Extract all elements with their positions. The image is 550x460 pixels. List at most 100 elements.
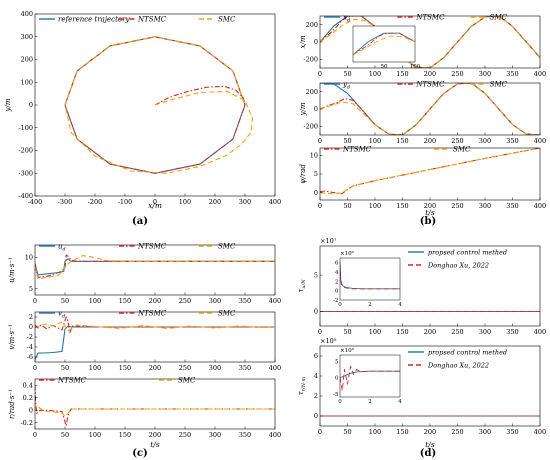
c-r-xtick-label-5: 250: [179, 431, 191, 439]
a-traj-ytick-label-8: 400: [21, 10, 33, 18]
b-x-inset-box: [352, 25, 416, 63]
c-v-series-1: [35, 316, 275, 334]
b-x-xtick-label-0: 0: [318, 70, 322, 78]
d-tr-inset-ytick-label-2: 5: [335, 359, 339, 365]
c-r-series-0: [35, 385, 275, 427]
d-tu-inset-bg: [340, 258, 400, 300]
b-y-xtick-label-5: 250: [451, 137, 463, 145]
c-u-xtick-label-8: 400: [269, 297, 281, 305]
c-v-series-2: [35, 321, 275, 332]
d-tr-inset-ytick-label-1: 0: [335, 376, 339, 382]
c-u-xtick-label-7: 350: [239, 297, 251, 305]
b-x-xtick-label-4: 200: [424, 70, 436, 78]
d-tu-exponent: ×10⁷: [320, 237, 337, 245]
chart-d-tu: 0 50 100 150 200 250 300 350 40005τu/N×10⁷propse…: [297, 237, 546, 336]
b-x-inset-series-0: [353, 32, 415, 56]
a-traj-ytick-label-3: -100: [18, 124, 33, 132]
panel-label-c: (c): [132, 448, 148, 459]
c-u-series-2: [35, 255, 275, 280]
b-y-xtick-label-2: 100: [369, 137, 381, 145]
d-tu-inset-xtick-label-1: 2: [368, 302, 372, 308]
d-tr-xtick-label-8: 400: [534, 428, 546, 436]
c-r-series-1: [35, 404, 275, 418]
d-tu-xtick-label-1: 50: [343, 328, 351, 336]
d-tu-xtick-label-0: 0: [318, 328, 322, 336]
panel-label-a: (a): [132, 216, 148, 227]
d-tu-inset-series-1: [340, 264, 400, 290]
b-x-xtick-label-5: 250: [451, 70, 463, 78]
c-u-ylabel: u/m·s⁻¹: [8, 257, 16, 283]
c-u-xtick-label-4: 200: [149, 297, 161, 305]
chart-b-psi: 0 50 100 150 200 250 300 350 400 0 5 10 t/s ψ/rad NTSM…: [299, 146, 546, 218]
b-psi-xtick-label-3: 150: [396, 202, 408, 210]
d-tu-inset-ytick-label-0: -2: [333, 298, 338, 304]
c-u-xtick-label-2: 100: [89, 297, 101, 305]
d-tr-inset-xtick-label-2: 4: [398, 399, 402, 405]
chart-a-traj: -400 -300 -200 -100 0 100 200 300 400 -400 -300 -20…: [4, 10, 281, 210]
c-r-axes-box: [34, 378, 276, 430]
d-tr-ytick-label-0: 0: [314, 412, 318, 420]
b-psi-xtick-label-1: 50: [343, 202, 351, 210]
a-traj-legend-label-0: reference trajectory: [58, 16, 130, 24]
b-x-xtick-label-1: 50: [343, 70, 351, 78]
d-tr-inset-box: [339, 354, 401, 398]
a-traj-xtick-label-5: 100: [179, 198, 191, 206]
b-x-ytick-label-1: 0: [314, 38, 318, 46]
d-tu-inset-box: [339, 257, 401, 301]
c-r-xtick-label-8: 400: [269, 431, 281, 439]
d-tr-xtick-label-4: 200: [424, 428, 436, 436]
b-y-legend-label-1: NTSMC: [415, 81, 445, 89]
d-tr-legend-label-0: propsed control methed: [428, 349, 507, 357]
d-tr-inset-xtick-label-1: 2: [368, 399, 372, 405]
c-u-legend-label-2: SMC: [218, 243, 236, 251]
d-tu-inset-ytick-label-2: 2: [335, 279, 339, 285]
b-x-xtick-label-8: 400: [534, 70, 546, 78]
d-tu-inset-xtick-label-0: 0: [338, 302, 342, 308]
c-r-xtick-label-4: 200: [149, 431, 161, 439]
a-traj-ytick-label-0: -400: [18, 192, 33, 200]
c-u-xtick-label-0: 0: [33, 297, 37, 305]
d-tu-xtick-label-5: 250: [451, 328, 463, 336]
c-r-ylabel: r/rad·s⁻¹: [8, 389, 16, 419]
c-u-axes-box: [34, 244, 276, 296]
c-v-ytick-label-3: 0: [29, 323, 33, 331]
d-tr-inset-ytick-label-0: -5: [333, 392, 339, 398]
c-u-xtick-label-1: 50: [61, 297, 69, 305]
d-tu-inset-ytick-label-4: 6: [335, 261, 339, 267]
b-psi-xlabel: t/s: [425, 208, 435, 217]
c-r-xtick-label-6: 300: [209, 431, 221, 439]
chart-d-tr: 0 50 100 150 200 250 300 350 4000246t/sτr/N·m×10…: [297, 337, 546, 449]
c-v-legend-label-1: NTSMC: [137, 310, 167, 318]
a-traj-legend-label-2: SMC: [218, 16, 236, 24]
b-psi-ytick-label-0: 0: [314, 189, 318, 197]
c-v-xtick-label-0: 0: [33, 364, 37, 372]
b-y-legend-label-2: SMC: [490, 81, 508, 89]
d-tr-xtick-label-2: 100: [369, 428, 381, 436]
chart-c-v: 0 50 100 150 200 250 300 350 400 -6 -4 -2 0 2 v/m·s⁻¹ v…: [8, 310, 281, 373]
a-traj-xtick-label-8: 400: [269, 198, 281, 206]
a-traj-xtick-label-7: 300: [239, 198, 251, 206]
a-traj-ytick-label-6: 200: [21, 56, 33, 64]
d-tr-xtick-label-1: 50: [343, 428, 351, 436]
d-tr-legend-label-1: Donghao Xu, 2022: [427, 362, 489, 370]
c-r-ytick-label-1: 0: [29, 406, 33, 414]
d-tu-xtick-label-8: 400: [534, 328, 546, 336]
c-v-xtick-label-8: 400: [269, 364, 281, 372]
c-r-ytick-label-3: 0.4: [23, 381, 33, 389]
b-psi-legend-label-0: NTSMC: [342, 146, 372, 154]
panel-label-d: (d): [420, 448, 436, 459]
b-psi-axes-box: [319, 147, 541, 201]
c-u-xtick-label-5: 250: [179, 297, 191, 305]
b-y-xtick-label-3: 150: [396, 137, 408, 145]
b-x-xtick-label-2: 100: [369, 70, 381, 78]
d-tr-inset-xtick-label-0: 0: [338, 399, 342, 405]
b-psi-series-1: [320, 148, 540, 195]
a-traj-ytick-label-4: 0: [29, 101, 33, 109]
b-y-xtick-label-8: 400: [534, 137, 546, 145]
c-r-xtick-label-1: 50: [61, 431, 69, 439]
d-tr-exponent: ×10⁹: [320, 337, 337, 345]
c-v-xtick-label-1: 50: [61, 364, 69, 372]
a-traj-ytick-label-7: 300: [21, 33, 33, 41]
b-x-inset-xtick-label-0: 50: [381, 64, 388, 70]
